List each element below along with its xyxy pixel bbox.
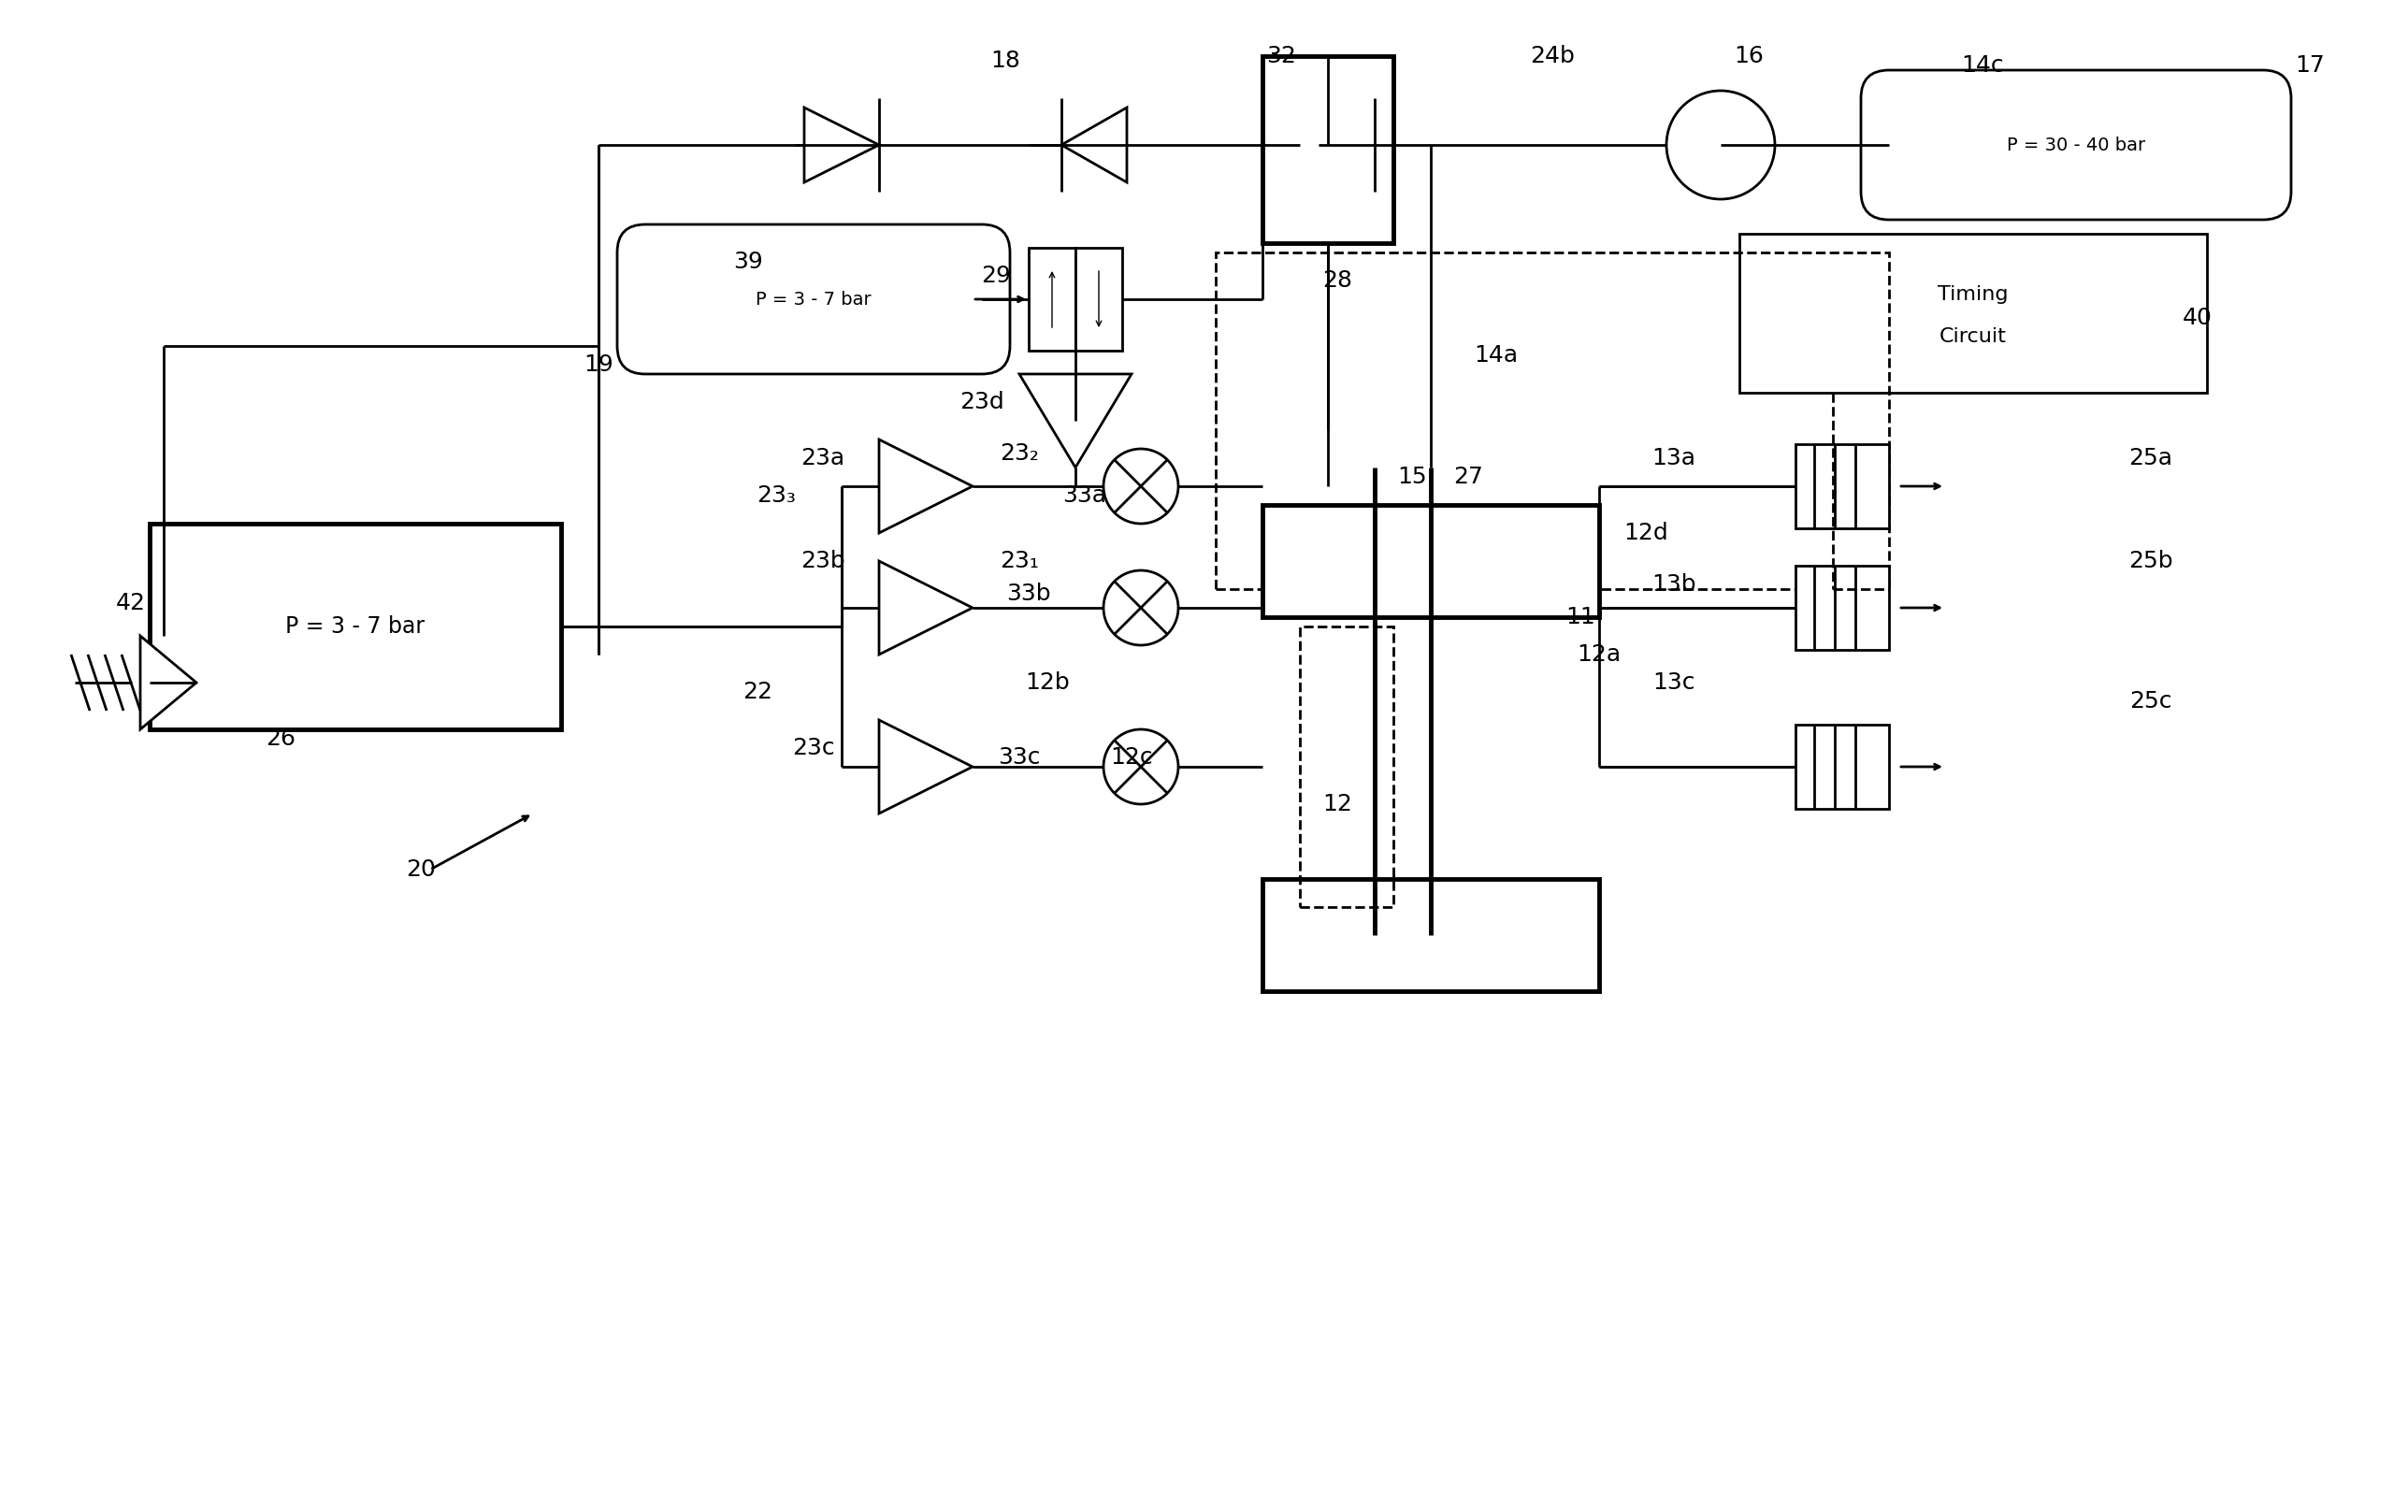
Text: 12b: 12b: [1026, 671, 1069, 694]
Text: 33a: 33a: [1062, 484, 1108, 507]
Text: 14c: 14c: [1960, 54, 2003, 77]
Text: 13b: 13b: [1652, 573, 1695, 596]
Circle shape: [1103, 449, 1178, 523]
Bar: [1300, 626, 1394, 907]
Text: 25a: 25a: [2129, 448, 2172, 469]
Polygon shape: [140, 637, 197, 729]
FancyBboxPatch shape: [1861, 70, 2290, 219]
Text: 15: 15: [1397, 466, 1428, 488]
Text: 13c: 13c: [1652, 671, 1695, 694]
Bar: [1262, 56, 1394, 243]
Text: 12: 12: [1322, 792, 1353, 815]
Bar: [149, 523, 561, 729]
Text: 24b: 24b: [1529, 45, 1575, 68]
Text: 25c: 25c: [2129, 689, 2172, 712]
Circle shape: [1103, 729, 1178, 804]
Polygon shape: [879, 720, 973, 813]
Text: P = 3 - 7 bar: P = 3 - 7 bar: [287, 615, 426, 638]
Polygon shape: [879, 561, 973, 655]
Bar: [1076, 248, 1122, 351]
Bar: [1796, 565, 1888, 650]
Polygon shape: [879, 440, 973, 534]
Text: Timing: Timing: [1938, 286, 2008, 304]
Text: P = 30 - 40 bar: P = 30 - 40 bar: [2006, 136, 2146, 154]
Text: 11: 11: [1565, 606, 1594, 629]
Circle shape: [1666, 91, 1775, 200]
FancyBboxPatch shape: [616, 224, 1009, 373]
Text: 27: 27: [1454, 466, 1483, 488]
Polygon shape: [1300, 107, 1375, 183]
Text: 12d: 12d: [1623, 522, 1669, 544]
Text: 28: 28: [1322, 269, 1353, 292]
Bar: [1216, 253, 1888, 590]
Text: 39: 39: [734, 251, 763, 274]
Text: 23a: 23a: [802, 448, 845, 469]
Text: 14a: 14a: [1474, 345, 1519, 366]
Text: 12a: 12a: [1577, 643, 1621, 665]
Text: 23b: 23b: [799, 550, 845, 572]
Polygon shape: [1062, 107, 1127, 183]
Text: 26: 26: [265, 727, 296, 750]
Text: 23c: 23c: [792, 736, 836, 759]
Bar: [1262, 505, 1599, 617]
Text: 16: 16: [1734, 45, 1763, 68]
Text: 12c: 12c: [1110, 747, 1153, 768]
Text: 23d: 23d: [958, 392, 1004, 413]
Polygon shape: [1019, 373, 1132, 467]
Text: 17: 17: [2295, 54, 2324, 77]
Circle shape: [1103, 570, 1178, 646]
Text: 22: 22: [742, 680, 773, 703]
Text: 33c: 33c: [997, 747, 1040, 768]
Text: 18: 18: [990, 50, 1021, 73]
Bar: [1028, 248, 1076, 351]
Text: 42: 42: [116, 591, 147, 614]
Text: 23₁: 23₁: [999, 550, 1038, 572]
Text: 23₂: 23₂: [999, 443, 1038, 464]
Bar: [1796, 724, 1888, 809]
Bar: [1262, 878, 1599, 992]
Text: 23₃: 23₃: [756, 484, 795, 507]
Bar: [1739, 234, 2208, 393]
Polygon shape: [804, 107, 879, 183]
Text: 19: 19: [583, 354, 614, 376]
Text: 33b: 33b: [1007, 582, 1050, 605]
Text: 20: 20: [407, 859, 436, 881]
Text: 25b: 25b: [2129, 550, 2172, 572]
Text: 29: 29: [980, 265, 1011, 287]
Text: P = 3 - 7 bar: P = 3 - 7 bar: [756, 290, 872, 308]
Text: 32: 32: [1267, 45, 1296, 68]
Text: 40: 40: [2182, 307, 2213, 330]
Text: Circuit: Circuit: [1938, 327, 2006, 346]
Text: 13a: 13a: [1652, 448, 1695, 469]
Bar: [1796, 445, 1888, 528]
